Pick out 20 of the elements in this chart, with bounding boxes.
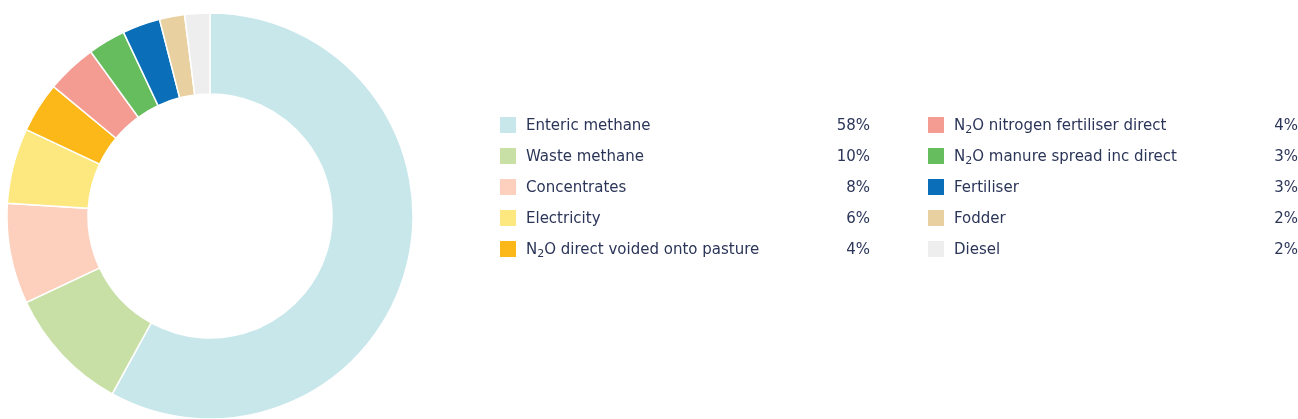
data-label: 58% (836, 116, 870, 135)
legend-label: N$_{2}$O manure spread inc direct (954, 147, 1178, 168)
legend-label: Electricity (526, 209, 601, 228)
data-label: 2% (1274, 240, 1298, 259)
data-label: 8% (846, 178, 870, 197)
data-label: 3% (1274, 178, 1298, 197)
data-label: 4% (1274, 116, 1298, 135)
legend-label: N$_{2}$O direct voided onto pasture (526, 240, 760, 261)
legend-label: Fodder (954, 209, 1007, 228)
legend-label: Concentrates (526, 178, 627, 197)
data-label: 10% (836, 147, 870, 166)
legend-label: Diesel (954, 240, 1001, 259)
data-label: 2% (1274, 209, 1298, 228)
legend-label: N$_{2}$O nitrogen fertiliser direct (954, 116, 1167, 137)
data-label: 6% (846, 209, 870, 228)
legend-label: Fertiliser (954, 178, 1020, 197)
data-label: 4% (846, 240, 870, 259)
legend-label: Enteric methane (526, 116, 651, 135)
legend-label: Waste methane (526, 147, 644, 166)
data-label: 3% (1274, 147, 1298, 166)
